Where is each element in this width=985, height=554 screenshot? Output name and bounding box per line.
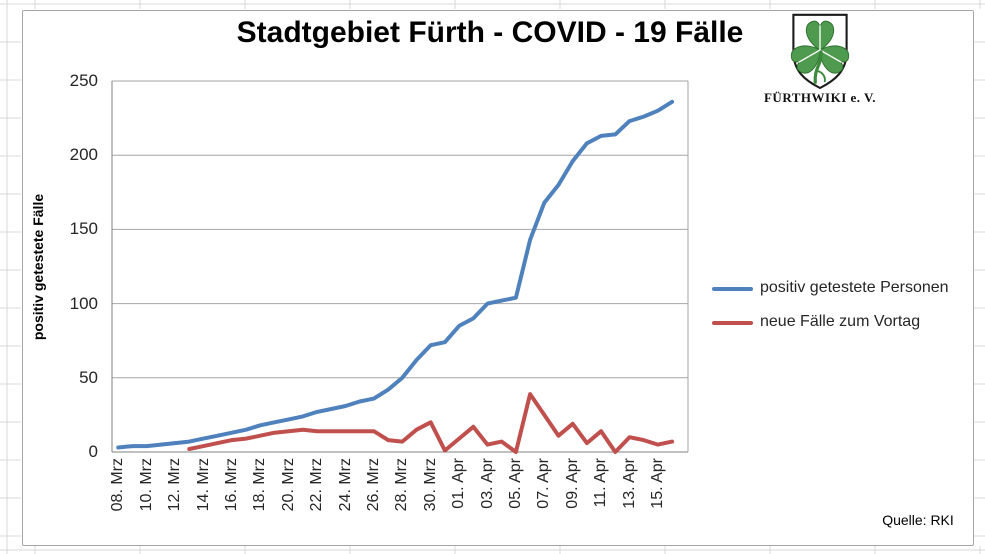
x-tick-label: 22. Mrz	[308, 458, 326, 512]
legend-label-positiv: positiv getestete Personen	[760, 279, 949, 296]
y-tick-label: 250	[69, 71, 98, 90]
y-tick-label: 100	[69, 293, 98, 313]
x-tick-label: 30. Mrz	[421, 458, 439, 512]
x-tick-label: 16. Mrz	[222, 458, 240, 512]
series-line-positiv-getestete-personen	[116, 99, 675, 450]
x-tick-label: 07. Apr	[535, 458, 553, 509]
source-note: Quelle: RKI	[882, 512, 954, 528]
legend-swatch-blue-line	[712, 287, 753, 291]
x-tick-label: 03. Apr	[478, 458, 496, 509]
x-tick-label: 14. Mrz	[194, 458, 212, 512]
y-tick-label: 200	[69, 145, 98, 165]
y-axis-title: positiv getestete Fälle	[30, 193, 46, 341]
legend-swatch-red-line	[712, 321, 753, 325]
x-tick-label: 05. Apr	[506, 458, 524, 509]
logo-caption: FÜRTHWIKI e. V.	[763, 90, 877, 105]
chart-object[interactable]	[22, 10, 974, 546]
x-tick-label: 11. Apr	[592, 458, 610, 508]
x-tick-label: 12. Mrz	[166, 458, 184, 512]
y-tick-label: 0	[88, 442, 98, 461]
x-tick-label: 08. Mrz	[109, 458, 127, 512]
y-tick-label: 50	[79, 367, 98, 387]
x-tick-label: 26. Mrz	[364, 458, 382, 512]
y-tick-label: 150	[69, 219, 98, 239]
x-tick-label: 20. Mrz	[279, 458, 297, 512]
x-tick-label: 09. Apr	[563, 458, 581, 509]
legend-item-positiv	[712, 287, 753, 291]
x-tick-label: 18. Mrz	[251, 458, 269, 512]
legend-label-neue-faelle: neue Fälle zum Vortag	[760, 313, 921, 330]
x-tick-label: 24. Mrz	[336, 458, 354, 512]
x-tick-label: 01. Apr	[450, 458, 468, 509]
clover-shield-icon	[791, 13, 849, 90]
x-tick-label: 10. Mrz	[137, 458, 155, 512]
x-tick-label: 28. Mrz	[393, 458, 411, 512]
legend-item-neue-faelle	[712, 321, 753, 325]
chart-title: Stadtgebiet Fürth - COVID - 19 Fälle	[236, 16, 744, 49]
x-tick-label: 13. Apr	[620, 458, 638, 509]
series-line-neue-f-lle-zum-vortag	[187, 392, 675, 454]
x-tick-label: 15. Apr	[648, 458, 666, 509]
